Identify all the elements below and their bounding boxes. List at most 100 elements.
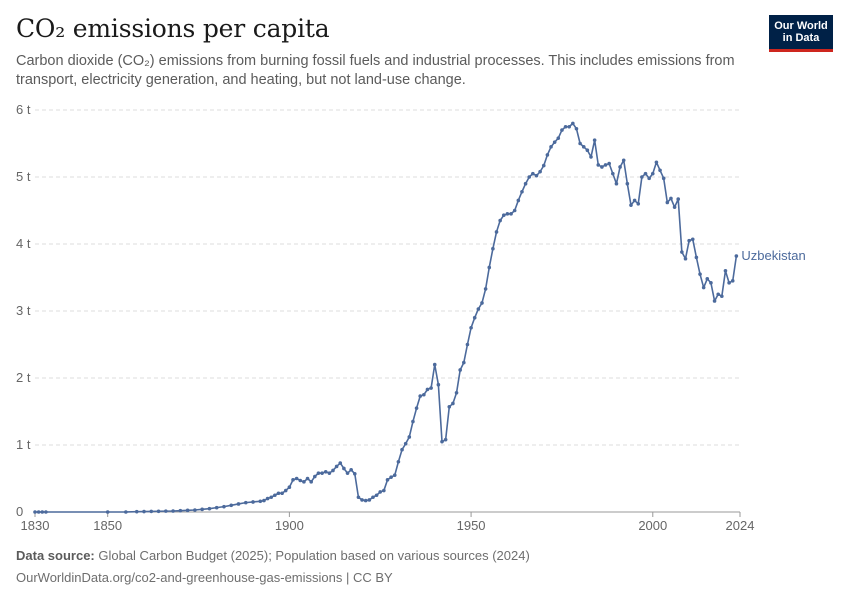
data-point (229, 503, 234, 508)
data-point (690, 237, 695, 242)
data-point (600, 165, 604, 169)
x-tick-label: 1950 (457, 518, 486, 533)
data-point (331, 468, 335, 473)
series-line (35, 122, 738, 513)
data-point (476, 307, 481, 311)
x-tick-label: 2024 (726, 518, 755, 533)
data-point (483, 287, 488, 291)
data-point (124, 510, 128, 514)
data-point (661, 176, 666, 181)
data-point (305, 476, 310, 481)
data-point (294, 476, 299, 481)
data-point (36, 510, 41, 514)
data-point (571, 121, 575, 126)
data-point (338, 461, 343, 465)
data-point (658, 168, 662, 173)
data-point (363, 498, 368, 503)
data-point (643, 171, 648, 176)
data-point (134, 509, 139, 514)
data-point (683, 256, 688, 261)
gridlines (35, 109, 740, 446)
source-link[interactable]: OurWorldinData.org/co2-and-greenhouse-ga… (16, 570, 393, 585)
data-point (636, 202, 641, 206)
data-point (171, 509, 175, 513)
data-point (614, 181, 619, 186)
data-point (243, 500, 248, 505)
data-point (178, 508, 183, 513)
data-point (207, 506, 212, 511)
data-point (422, 392, 426, 397)
owid-logo[interactable]: Our World in Data (769, 15, 833, 52)
data-point (698, 272, 702, 276)
data-point (236, 502, 241, 506)
data-point (33, 510, 37, 514)
data-point (342, 466, 346, 471)
data-point (323, 470, 328, 474)
y-axis-labels: 0 1 t 2 t 3 t 4 t 5 t 6 t (16, 102, 31, 519)
data-point (436, 382, 441, 387)
data-point (156, 509, 161, 514)
data-point (418, 394, 423, 398)
data-point (723, 269, 728, 273)
data-point (222, 504, 226, 509)
data-point (607, 161, 611, 166)
data-point (498, 218, 502, 223)
data-point (625, 181, 630, 186)
data-point (429, 386, 433, 390)
data-source-text: Global Carbon Budget (2025); Population … (94, 548, 530, 563)
data-point (320, 471, 324, 475)
data-point (360, 498, 364, 502)
data-point (563, 124, 568, 129)
data-point (440, 439, 444, 444)
data-point (552, 140, 557, 144)
data-point (447, 405, 452, 409)
data-point (382, 488, 386, 493)
y-tick-label: 6 t (16, 102, 31, 117)
data-point (520, 189, 524, 194)
data-point (200, 507, 204, 512)
data-point (40, 510, 45, 514)
data-point (374, 493, 379, 498)
data-point (734, 254, 739, 258)
data-point (581, 145, 586, 149)
data-point (371, 495, 375, 500)
data-point (720, 294, 724, 299)
data-point (701, 285, 706, 290)
data-point (629, 203, 633, 207)
data-point (251, 500, 255, 504)
data-point (523, 181, 528, 186)
data-point (309, 480, 313, 484)
data-point (276, 491, 281, 496)
data-point (400, 447, 404, 452)
data-point (385, 478, 390, 482)
data-point (672, 205, 677, 209)
data-point (585, 148, 590, 152)
data-point (258, 499, 263, 504)
x-tick-label: 1850 (93, 518, 122, 533)
data-point (592, 138, 597, 142)
data-point (669, 196, 673, 201)
y-tick-label: 5 t (16, 169, 31, 184)
data-point (512, 208, 517, 213)
data-point (345, 471, 350, 475)
data-point (407, 435, 412, 439)
y-tick-label: 3 t (16, 303, 31, 318)
data-point (705, 277, 710, 281)
data-point (316, 471, 321, 475)
logo-line-2: in Data (782, 32, 820, 44)
data-point (556, 136, 561, 140)
data-point (273, 493, 277, 498)
data-point (327, 471, 332, 475)
data-point (650, 171, 655, 176)
data-point (480, 301, 484, 305)
data-point (694, 255, 699, 260)
data-point (574, 126, 579, 131)
data-point (567, 124, 572, 129)
data-point (709, 281, 713, 285)
data-point (389, 475, 393, 479)
data-point (501, 213, 506, 217)
data-point (451, 401, 455, 406)
data-point (164, 509, 168, 513)
data-point (378, 490, 383, 494)
data-point (291, 478, 295, 482)
